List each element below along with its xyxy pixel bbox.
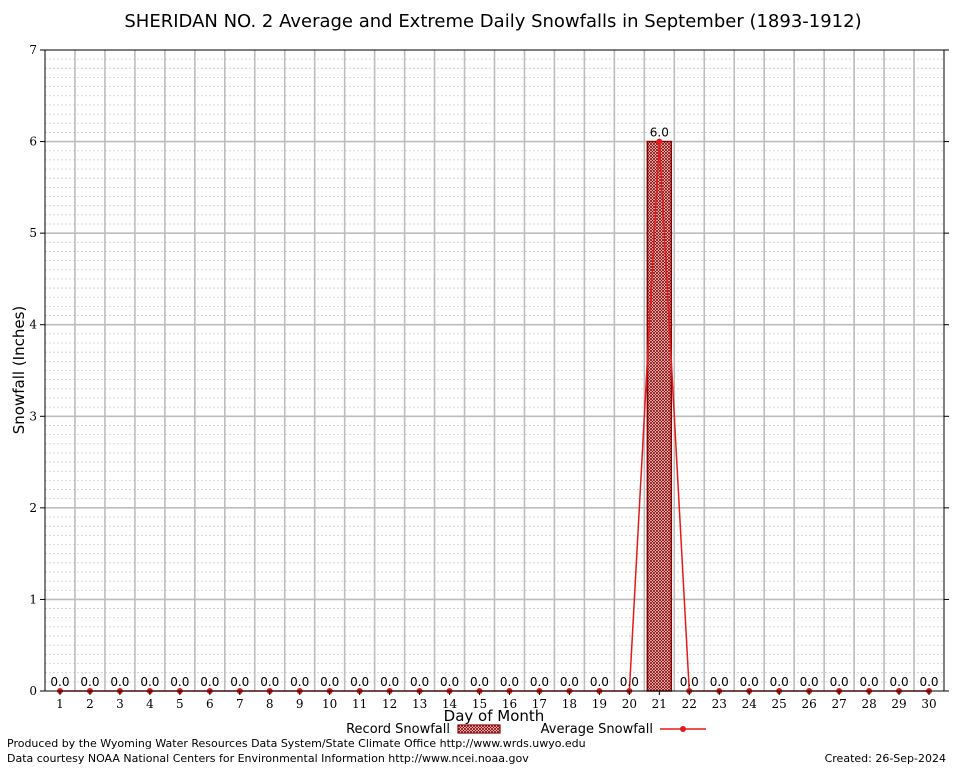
footer-data-courtesy: Data courtesy NOAA National Centers for … [7, 752, 529, 765]
average-point [656, 138, 663, 145]
data-label: 0.0 [860, 675, 879, 689]
x-tick-label: 12 [382, 697, 397, 711]
data-label: 0.0 [470, 675, 489, 689]
data-labels: 0.0 0.0 0.0 0.0 0.0 0.0 0.0 0.0 0.0 0.0 0.0 0.0 0.0 0… [50, 126, 938, 689]
data-label: 0.0 [560, 675, 579, 689]
data-label: 0.0 [530, 675, 549, 689]
x-tick-label: 19 [592, 697, 607, 711]
y-tick-label: 7 [29, 43, 37, 57]
record-bar [646, 140, 673, 692]
footer-produced-by: Produced by the Wyoming Water Resources … [7, 737, 586, 750]
x-tick-label: 18 [562, 697, 577, 711]
bars [646, 140, 673, 692]
y-tick-label: 1 [29, 592, 37, 606]
y-axis-label: Snowfall (Inches) [10, 306, 28, 434]
data-label: 0.0 [410, 675, 429, 689]
x-tick-label: 15 [472, 697, 487, 711]
x-tick-label: 29 [891, 697, 906, 711]
x-tick-label: 30 [921, 697, 936, 711]
legend: Record Snowfall Average Snowfall [346, 722, 706, 737]
x-tick-label: 16 [502, 697, 517, 711]
x-tick-label: 24 [742, 697, 758, 711]
plot-frame [44, 49, 945, 692]
legend-average-marker [680, 726, 686, 732]
data-label: 0.0 [320, 675, 339, 689]
data-label: 0.0 [800, 675, 819, 689]
x-tick-label: 7 [236, 697, 244, 711]
x-tick-label: 22 [682, 697, 697, 711]
grid [45, 50, 944, 691]
data-label: 0.0 [680, 675, 699, 689]
x-axis-label: Day of Month [444, 707, 545, 725]
y-tick-label: 3 [29, 409, 37, 423]
chart-title: SHERIDAN NO. 2 Average and Extreme Daily… [124, 11, 861, 32]
x-tick-label: 14 [442, 697, 458, 711]
data-label: 0.0 [50, 675, 69, 689]
data-label: 0.0 [890, 675, 909, 689]
data-label: 0.0 [380, 675, 399, 689]
x-tick-label: 5 [176, 697, 184, 711]
y-tick-label: 4 [29, 318, 37, 332]
x-tick-label: 9 [296, 697, 304, 711]
x-tick-label: 10 [322, 697, 337, 711]
y-tick-label: 2 [29, 501, 37, 515]
data-label: 0.0 [500, 675, 519, 689]
x-tick-label: 11 [352, 697, 367, 711]
data-label: 0.0 [260, 675, 279, 689]
y-tick-label: 0 [29, 684, 37, 698]
x-tick-label: 4 [146, 697, 154, 711]
x-tick-label: 2 [86, 697, 94, 711]
data-label: 0.0 [440, 675, 459, 689]
data-label: 0.0 [620, 675, 639, 689]
x-tick-label: 17 [532, 697, 547, 711]
x-tick-label: 8 [266, 697, 274, 711]
x-tick-label: 13 [412, 697, 427, 711]
footer-created-date: Created: 26-Sep-2024 [824, 752, 946, 765]
x-tick-label: 28 [861, 697, 876, 711]
data-label: 0.0 [830, 675, 849, 689]
x-tick-label: 27 [831, 697, 846, 711]
x-tick-label: 3 [116, 697, 124, 711]
data-label: 0.0 [740, 675, 759, 689]
x-tick-label: 20 [622, 697, 637, 711]
data-label: 6.0 [650, 126, 669, 140]
data-label: 0.0 [140, 675, 159, 689]
data-label: 0.0 [200, 675, 219, 689]
x-tick-label: 21 [652, 697, 667, 711]
x-tick-label: 1 [56, 697, 64, 711]
data-label: 0.0 [919, 675, 938, 689]
y-tick-label: 6 [29, 135, 37, 149]
data-label: 0.0 [80, 675, 99, 689]
data-label: 0.0 [770, 675, 789, 689]
data-label: 0.0 [710, 675, 729, 689]
data-label: 0.0 [230, 675, 249, 689]
data-label: 0.0 [110, 675, 129, 689]
x-tick-label: 6 [206, 697, 214, 711]
y-tick-label: 5 [29, 226, 37, 240]
data-label: 0.0 [290, 675, 309, 689]
legend-record-swatch [457, 724, 501, 734]
x-tick-label: 26 [802, 697, 817, 711]
data-label: 0.0 [170, 675, 189, 689]
data-label: 0.0 [590, 675, 609, 689]
data-label: 0.0 [350, 675, 369, 689]
x-tick-label: 25 [772, 697, 787, 711]
legend-average-label: Average Snowfall [541, 722, 653, 737]
legend-record-label: Record Snowfall [346, 722, 450, 737]
x-tick-label: 23 [712, 697, 727, 711]
